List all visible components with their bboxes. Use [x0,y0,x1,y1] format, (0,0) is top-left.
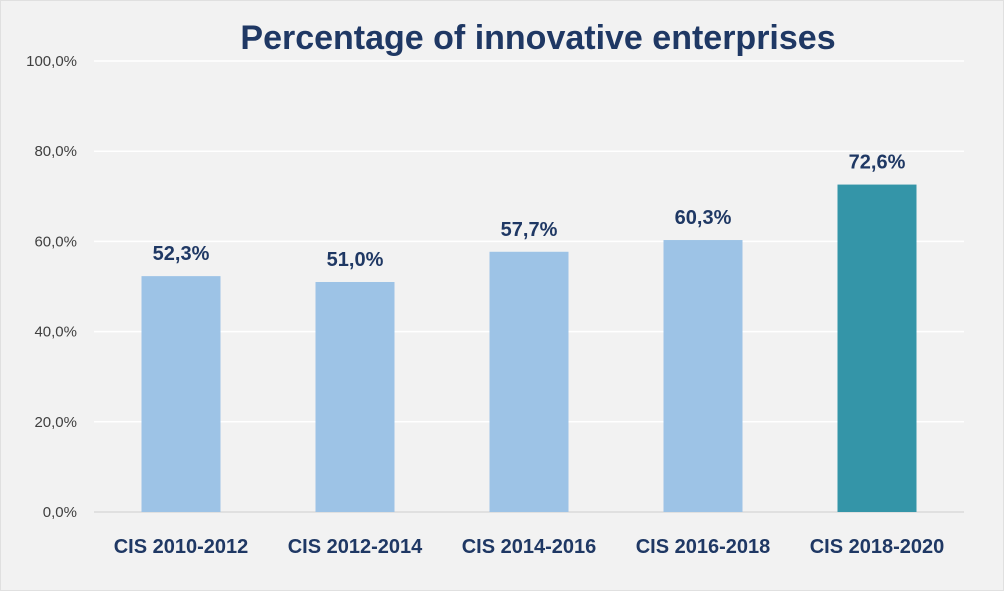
chart-title: Percentage of innovative enterprises [240,19,835,57]
y-tick-label: 0,0% [43,504,77,521]
y-tick-label: 20,0% [34,414,77,431]
data-label: 52,3% [153,243,210,265]
category-label: CIS 2012-2014 [288,536,423,558]
bar-1 [141,276,221,512]
category-label: CIS 2014-2016 [462,536,597,558]
y-tick-label: 40,0% [34,324,77,341]
bar-4 [663,240,743,512]
bar-5 [837,184,917,512]
y-tick-label: 100,0% [26,53,77,70]
data-label: 57,7% [501,219,558,241]
data-label: 72,6% [849,152,906,174]
data-label: 60,3% [675,207,732,229]
category-label: CIS 2018-2020 [810,536,945,558]
y-tick-label: 80,0% [34,143,77,160]
data-labels: 52,3% 51,0% 57,7% 60,3% 72,6% [153,152,906,271]
category-label: CIS 2010-2012 [114,536,249,558]
y-tick-label: 60,0% [34,233,77,250]
x-axis-categories: CIS 2010-2012 CIS 2012-2014 CIS 2014-2016 C… [114,536,945,558]
bar-2 [315,281,395,512]
category-label: CIS 2016-2018 [636,536,771,558]
bars [141,184,917,512]
y-axis-ticks: 0,0% 20,0% 40,0% 60,0% 80,0% 100,0% [26,53,77,521]
data-label: 51,0% [327,249,384,271]
bar-3 [489,251,569,512]
